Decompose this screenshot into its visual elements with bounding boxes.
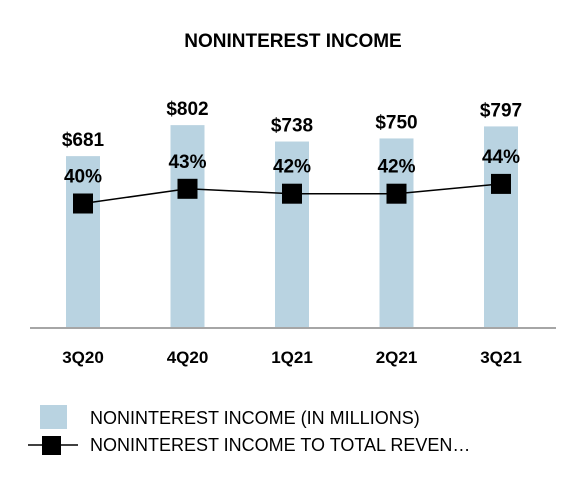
legend: NONINTEREST INCOME (IN MILLIONS) NONINTE… (28, 405, 470, 455)
bar-3Q20 (66, 156, 100, 328)
ratio-marker-4Q20 (177, 178, 198, 199)
legend-bar-swatch (40, 405, 67, 429)
bar-value-label-1Q21: $738 (271, 116, 313, 137)
ratio-marker-3Q21 (491, 173, 511, 194)
category-label-3Q20: 3Q20 (62, 348, 104, 367)
ratio-marker-2Q21 (386, 183, 407, 204)
ratio-value-label-3Q21: 44% (482, 147, 520, 168)
bar-value-label-3Q20: $681 (62, 130, 105, 151)
bar-2Q21 (379, 138, 414, 328)
ratio-marker-1Q21 (282, 183, 302, 204)
category-label-3Q21: 3Q21 (480, 348, 522, 367)
ratio-line-series: 40% 43% 42% 42% 44% (64, 147, 520, 214)
bar-value-label-4Q20: $802 (166, 99, 208, 120)
bar-value-label-3Q21: $797 (480, 100, 522, 121)
legend-marker-swatch (42, 436, 61, 455)
ratio-value-label-2Q21: 42% (377, 157, 415, 178)
ratio-marker-3Q20 (73, 193, 93, 214)
ratio-value-label-3Q20: 40% (64, 167, 102, 188)
chart-title: NONINTEREST INCOME (184, 31, 401, 52)
legend-bar-label: NONINTEREST INCOME (IN MILLIONS) (90, 408, 420, 428)
legend-line-label: NONINTEREST INCOME TO TOTAL REVEN… (90, 435, 470, 455)
bar-3Q21 (484, 126, 518, 328)
bar-series: $681 $802 $738 $750 $797 (62, 99, 522, 329)
category-labels: 3Q20 4Q20 1Q21 2Q21 3Q21 (62, 348, 522, 367)
ratio-value-label-1Q21: 42% (273, 157, 311, 178)
bar-1Q21 (275, 141, 309, 328)
bar-4Q20 (170, 125, 205, 329)
category-label-1Q21: 1Q21 (271, 348, 313, 367)
ratio-value-label-4Q20: 43% (168, 152, 206, 173)
category-label-4Q20: 4Q20 (167, 348, 209, 367)
bar-value-label-2Q21: $750 (375, 112, 417, 133)
category-label-2Q21: 2Q21 (376, 348, 418, 367)
